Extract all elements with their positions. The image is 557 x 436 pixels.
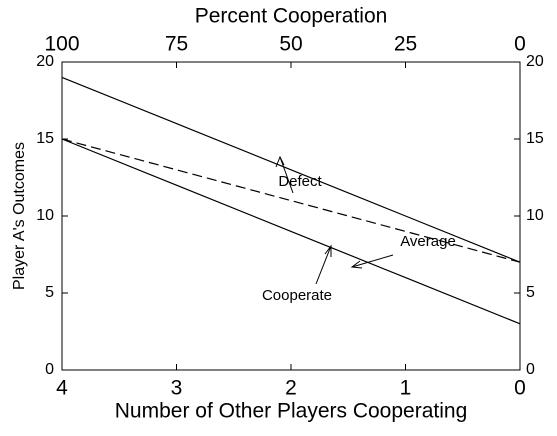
y2-tick-label: 0 <box>526 361 535 378</box>
annotation-arrow <box>315 245 332 285</box>
y-tick-label: 15 <box>36 130 54 147</box>
annotation: Cooperate <box>262 287 332 304</box>
annotation: Average <box>400 233 456 250</box>
y-tick-label: 20 <box>36 53 54 70</box>
arrow-head <box>324 244 332 257</box>
x-tick-label: 0 <box>514 377 526 400</box>
x-tick-label: 2 <box>285 377 297 400</box>
annotation: Defect <box>278 173 322 190</box>
series-line <box>61 76 521 263</box>
y-tick-label: 0 <box>45 361 54 378</box>
y-tick-label: 10 <box>36 207 54 224</box>
top-tick-label: 0 <box>514 33 526 56</box>
top-tick-label: 50 <box>279 33 302 56</box>
top-tick-label: 100 <box>44 33 79 56</box>
y2-tick-label: 20 <box>526 53 544 70</box>
top-axis-label: Percent Cooperation <box>195 5 388 28</box>
annotation-arrow <box>351 254 394 268</box>
y-tick-label: 5 <box>45 284 54 301</box>
x-tick-label: 4 <box>56 377 68 400</box>
top-tick-label: 75 <box>165 33 188 56</box>
arrow-head <box>350 260 363 269</box>
y2-tick-label: 10 <box>526 207 544 224</box>
series-line <box>61 138 521 263</box>
x-axis-label: Number of Other Players Cooperating <box>115 400 468 423</box>
y2-tick-label: 15 <box>526 130 544 147</box>
series-line <box>61 138 521 325</box>
x-tick-label: 1 <box>400 377 412 400</box>
annotation-arrow <box>279 156 294 194</box>
x-tick-label: 3 <box>171 377 183 400</box>
y-axis-label: Player A's Outcomes <box>11 142 28 290</box>
plot-frame <box>61 61 521 371</box>
y2-tick-label: 5 <box>526 284 535 301</box>
top-tick-label: 25 <box>394 33 417 56</box>
